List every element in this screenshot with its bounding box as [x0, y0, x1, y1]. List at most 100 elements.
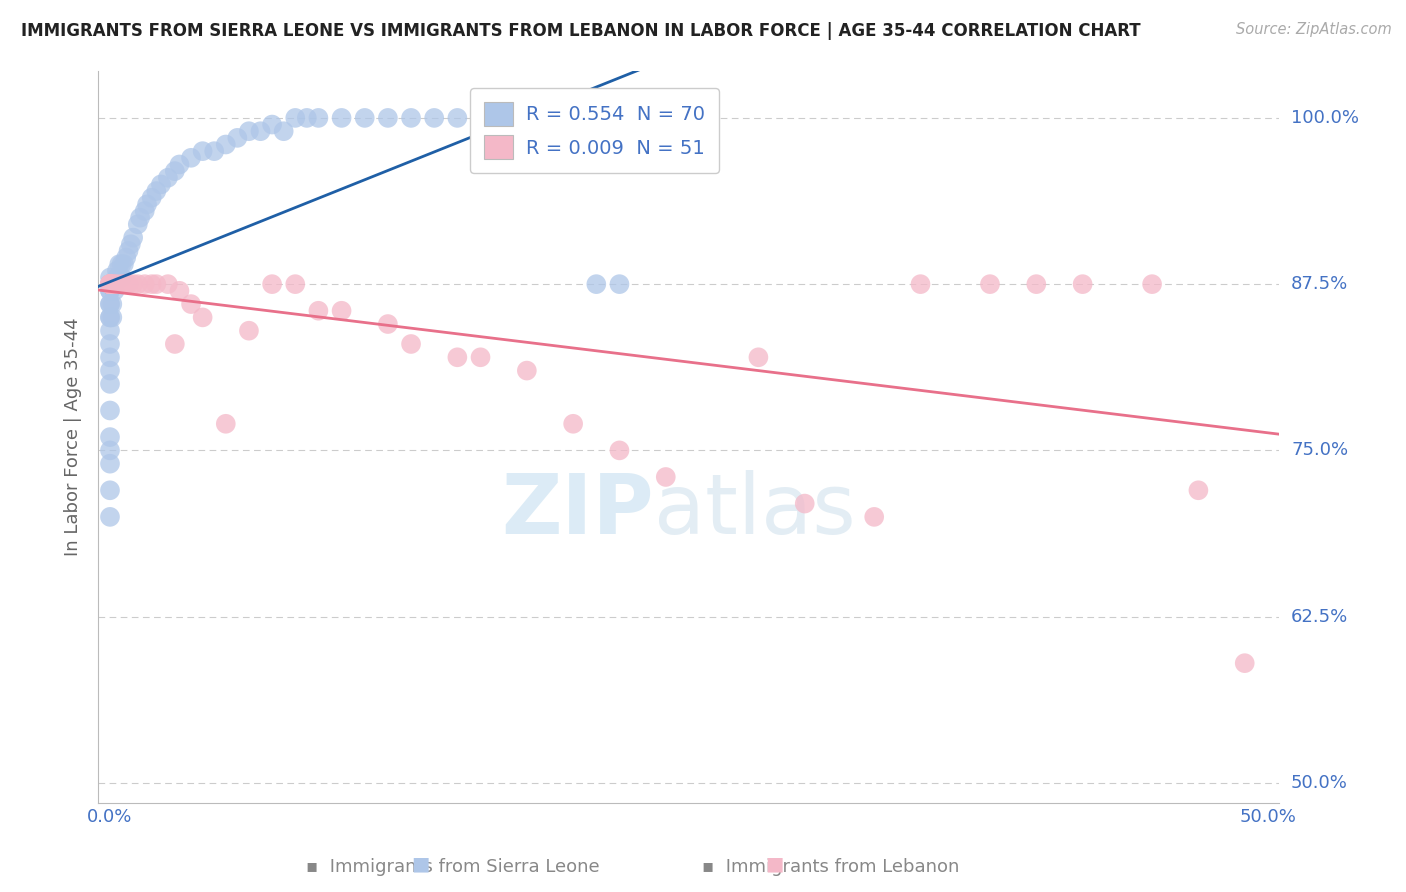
Point: [104, 284, 127, 298]
Point: [127, 217, 149, 231]
Point: [104, 277, 127, 292]
Text: 62.5%: 62.5%: [1291, 607, 1348, 625]
Point: [98, 277, 121, 292]
Text: 100.0%: 100.0%: [1291, 109, 1360, 127]
Point: [446, 351, 468, 365]
Point: [273, 124, 295, 138]
Point: [134, 204, 156, 219]
Point: [112, 257, 135, 271]
Point: [238, 124, 260, 138]
Point: [98, 277, 121, 292]
Point: [112, 277, 135, 292]
Point: [470, 351, 492, 365]
Text: ▪  Immigrants from Sierra Leone: ▪ Immigrants from Sierra Leone: [307, 858, 599, 876]
Point: [609, 443, 631, 458]
Text: ▪  Immigrants from Lebanon: ▪ Immigrants from Lebanon: [702, 858, 959, 876]
Point: [307, 111, 329, 125]
Text: ■: ■: [412, 854, 430, 873]
Point: [122, 230, 145, 244]
Point: [470, 111, 492, 125]
Point: [910, 277, 932, 292]
Point: [215, 137, 238, 152]
Point: [98, 277, 121, 292]
Y-axis label: In Labor Force | Age 35-44: In Labor Force | Age 35-44: [65, 318, 83, 557]
Point: [238, 324, 260, 338]
Point: [399, 337, 422, 351]
Point: [492, 111, 515, 125]
Point: [104, 277, 127, 292]
Point: [145, 184, 167, 198]
Point: [145, 277, 167, 292]
Point: [110, 257, 132, 271]
Point: [262, 118, 284, 132]
Text: ZIP: ZIP: [501, 470, 654, 550]
Point: [163, 337, 186, 351]
Point: [191, 310, 214, 325]
Point: [307, 303, 329, 318]
Point: [98, 270, 121, 285]
Point: [134, 277, 156, 292]
Point: [562, 137, 585, 152]
Point: [117, 277, 139, 292]
Point: [423, 111, 446, 125]
Legend: R = 0.554  N = 70, R = 0.009  N = 51: R = 0.554 N = 70, R = 0.009 N = 51: [470, 88, 718, 173]
Point: [120, 237, 142, 252]
Point: [98, 284, 121, 298]
Point: [163, 164, 186, 178]
Text: 75.0%: 75.0%: [1291, 442, 1348, 459]
Text: IMMIGRANTS FROM SIERRA LEONE VS IMMIGRANTS FROM LEBANON IN LABOR FORCE | AGE 35-: IMMIGRANTS FROM SIERRA LEONE VS IMMIGRAN…: [21, 22, 1140, 40]
Point: [141, 191, 163, 205]
Point: [516, 363, 538, 377]
Point: [98, 376, 121, 391]
Point: [98, 443, 121, 458]
Point: [609, 277, 631, 292]
Point: [98, 483, 121, 498]
Point: [202, 144, 225, 158]
Text: Source: ZipAtlas.com: Source: ZipAtlas.com: [1236, 22, 1392, 37]
Point: [122, 277, 145, 292]
Point: [377, 111, 399, 125]
Point: [538, 124, 561, 138]
Point: [98, 337, 121, 351]
Point: [377, 317, 399, 331]
Point: [127, 277, 149, 292]
Point: [262, 277, 284, 292]
Point: [330, 111, 353, 125]
Point: [115, 277, 138, 292]
Point: [98, 310, 121, 325]
Point: [1233, 656, 1256, 670]
Text: atlas: atlas: [654, 470, 855, 550]
Point: [666, 111, 689, 125]
Point: [101, 277, 124, 292]
Point: [863, 509, 886, 524]
Point: [446, 111, 468, 125]
Point: [180, 297, 202, 311]
Point: [979, 277, 1001, 292]
Point: [249, 124, 271, 138]
Point: [101, 297, 124, 311]
Point: [98, 363, 121, 377]
Point: [399, 111, 422, 125]
Point: [747, 351, 769, 365]
Point: [156, 170, 179, 185]
Point: [98, 430, 121, 444]
Point: [115, 251, 138, 265]
Point: [226, 131, 249, 145]
Point: [284, 111, 307, 125]
Point: [180, 151, 202, 165]
Point: [129, 211, 152, 225]
Point: [562, 417, 585, 431]
Point: [149, 178, 172, 192]
Point: [110, 270, 132, 285]
Point: [101, 310, 124, 325]
Point: [98, 509, 121, 524]
Point: [793, 497, 815, 511]
Point: [98, 277, 121, 292]
Point: [1187, 483, 1209, 498]
Point: [98, 297, 121, 311]
Point: [169, 157, 191, 171]
Point: [330, 303, 353, 318]
Point: [105, 270, 128, 285]
Point: [105, 264, 128, 278]
Point: [353, 111, 375, 125]
